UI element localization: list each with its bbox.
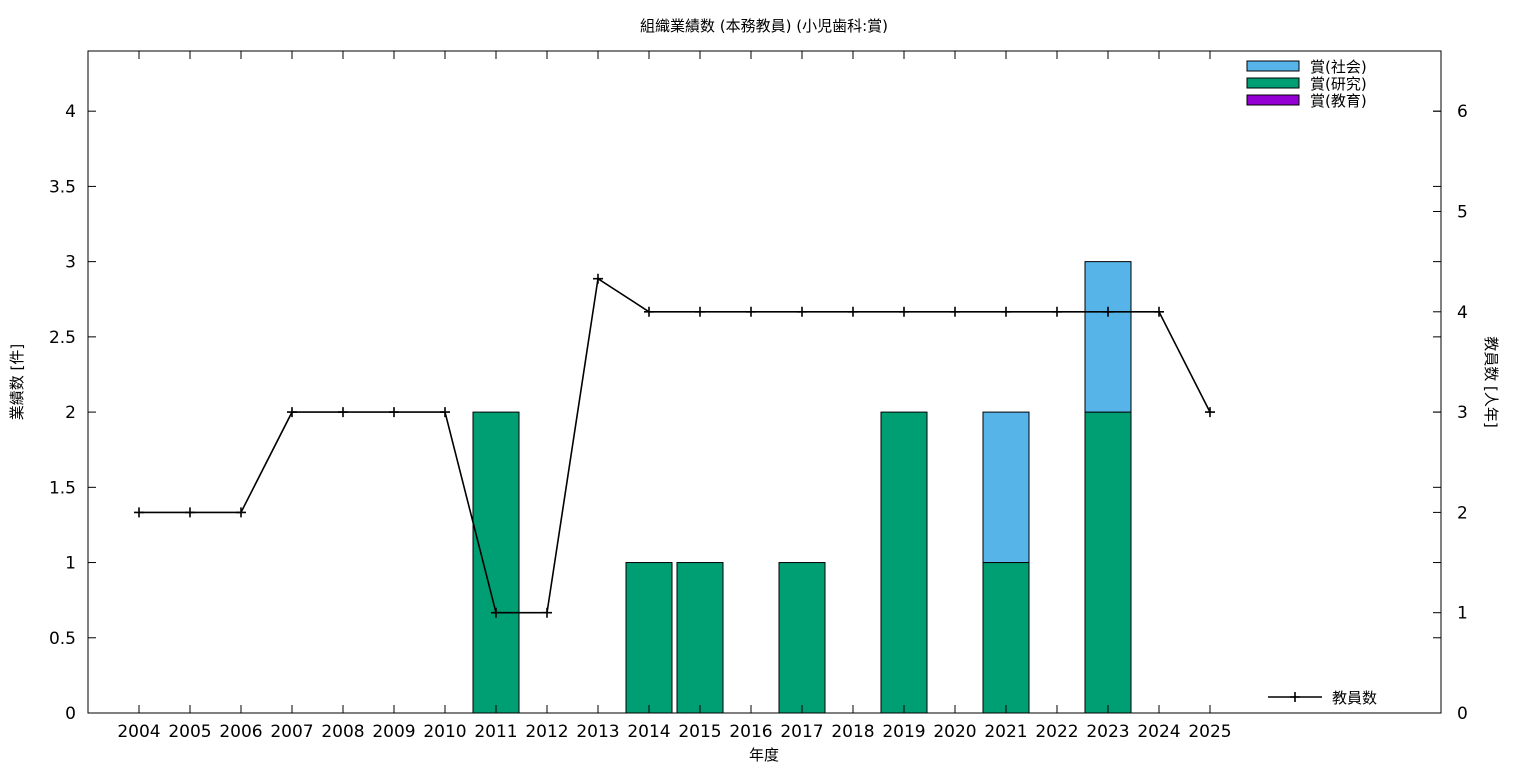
y2-tick-label: 6 <box>1457 102 1468 122</box>
staff-point-2011 <box>491 607 501 618</box>
line-legend-marker <box>1290 692 1300 702</box>
chart-title: 組織業績数 (本務教員) (小児歯科:賞) <box>640 17 888 35</box>
x-tick-label: 2022 <box>1035 722 1078 742</box>
staff-point-2021 <box>1001 306 1011 317</box>
staff-point-2019 <box>899 306 909 317</box>
x-tick-label: 2016 <box>729 722 772 742</box>
line-legend-label: 教員数 <box>1332 689 1377 707</box>
bar-2015-series-0 <box>676 562 724 714</box>
staff-point-2022 <box>1052 306 1062 317</box>
line-legend: 教員数 <box>1268 689 1377 707</box>
y-tick-label: 0.5 <box>49 629 76 649</box>
staff-point-2018 <box>848 306 858 317</box>
y-tick-label: 1.5 <box>49 478 76 498</box>
y-tick-label: 1 <box>65 554 76 574</box>
staff-point-2025 <box>1205 407 1215 418</box>
x-tick-label: 2023 <box>1086 722 1129 742</box>
staff-point-2020 <box>950 306 960 317</box>
staff-line <box>134 273 1215 618</box>
y2-tick-label: 2 <box>1457 503 1468 523</box>
staff-point-2024 <box>1154 306 1164 317</box>
legend-swatch-0 <box>1246 60 1300 72</box>
legend-label-2: 賞(教育) <box>1310 92 1367 110</box>
x-tick-label: 2019 <box>882 722 925 742</box>
bar-2017-series-0 <box>778 562 826 714</box>
bar-2021-series-1 <box>982 411 1030 564</box>
staff-point-2008 <box>338 407 348 418</box>
y-tick-label: 2 <box>65 403 76 423</box>
y2-axis-label: 教員数 [人年] <box>1482 336 1500 427</box>
y-tick-label: 3 <box>65 253 76 273</box>
staff-point-2009 <box>389 407 399 418</box>
y2-tick-label: 1 <box>1457 604 1468 624</box>
x-tick-label: 2010 <box>423 722 466 742</box>
bar-2011-series-0 <box>472 411 520 714</box>
staff-line-path <box>139 277 1211 614</box>
x-axis-ticks: 2004 2005 2006 2007 2008 2009 2010 2011 2012 2013… <box>117 51 1232 742</box>
x-tick-label: 2024 <box>1137 722 1180 742</box>
x-tick-label: 2020 <box>933 722 976 742</box>
legend-swatch-2 <box>1246 94 1300 106</box>
x-tick-label: 2014 <box>627 722 670 742</box>
y-tick-label: 2.5 <box>49 328 76 348</box>
x-tick-label: 2021 <box>984 722 1027 742</box>
y-axis-ticks: 0 0.5 1 1.5 2 2.5 3 3.5 4 <box>49 102 1441 724</box>
staff-point-2007 <box>287 407 297 418</box>
staff-point-2012 <box>542 607 552 618</box>
y-axis-label: 業績数 [件] <box>8 344 26 420</box>
x-tick-label: 2004 <box>117 722 160 742</box>
x-tick-label: 2015 <box>678 722 721 742</box>
bar-2023-series-0 <box>1084 411 1132 714</box>
y-tick-label: 0 <box>65 704 76 724</box>
staff-point-2016 <box>746 306 756 317</box>
staff-point-2017 <box>797 306 807 317</box>
plot-frame <box>87 50 1442 714</box>
staff-point-2023 <box>1103 306 1113 317</box>
staff-point-2004 <box>134 507 144 518</box>
bar-2023-series-1 <box>1084 261 1132 413</box>
legend-label-1: 賞(研究) <box>1310 75 1367 93</box>
x-tick-label: 2008 <box>321 722 364 742</box>
x-tick-label: 2012 <box>525 722 568 742</box>
y-tick-label: 3.5 <box>49 177 76 197</box>
y2-tick-label: 3 <box>1457 403 1468 423</box>
x-tick-label: 2025 <box>1188 722 1231 742</box>
staff-point-2010 <box>440 407 450 418</box>
staff-point-2013 <box>593 273 603 284</box>
legend-label-0: 賞(社会) <box>1310 58 1367 76</box>
x-tick-label: 2013 <box>576 722 619 742</box>
staff-point-2014 <box>644 306 654 317</box>
staff-point-2005 <box>185 507 195 518</box>
legend-swatch-1 <box>1246 77 1300 89</box>
x-tick-label: 2006 <box>219 722 262 742</box>
x-tick-label: 2005 <box>168 722 211 742</box>
staff-point-2015 <box>695 306 705 317</box>
bars <box>472 261 1132 714</box>
x-tick-label: 2009 <box>372 722 415 742</box>
y2-axis-ticks: 0 1 2 3 4 5 6 <box>1433 102 1468 724</box>
x-tick-label: 2011 <box>474 722 517 742</box>
y2-tick-label: 0 <box>1457 704 1468 724</box>
x-axis-label: 年度 <box>749 746 779 764</box>
x-tick-label: 2017 <box>780 722 823 742</box>
legend: 賞(社会)賞(研究)賞(教育) <box>1246 58 1367 110</box>
staff-point-2006 <box>236 507 246 518</box>
bar-2019-series-0 <box>880 411 928 714</box>
x-tick-label: 2007 <box>270 722 313 742</box>
bar-2021-series-0 <box>982 562 1030 714</box>
x-tick-label: 2018 <box>831 722 874 742</box>
y2-tick-label: 5 <box>1457 202 1468 222</box>
y2-tick-label: 4 <box>1457 303 1468 323</box>
y-tick-label: 4 <box>65 102 76 122</box>
bar-2014-series-0 <box>625 562 673 714</box>
